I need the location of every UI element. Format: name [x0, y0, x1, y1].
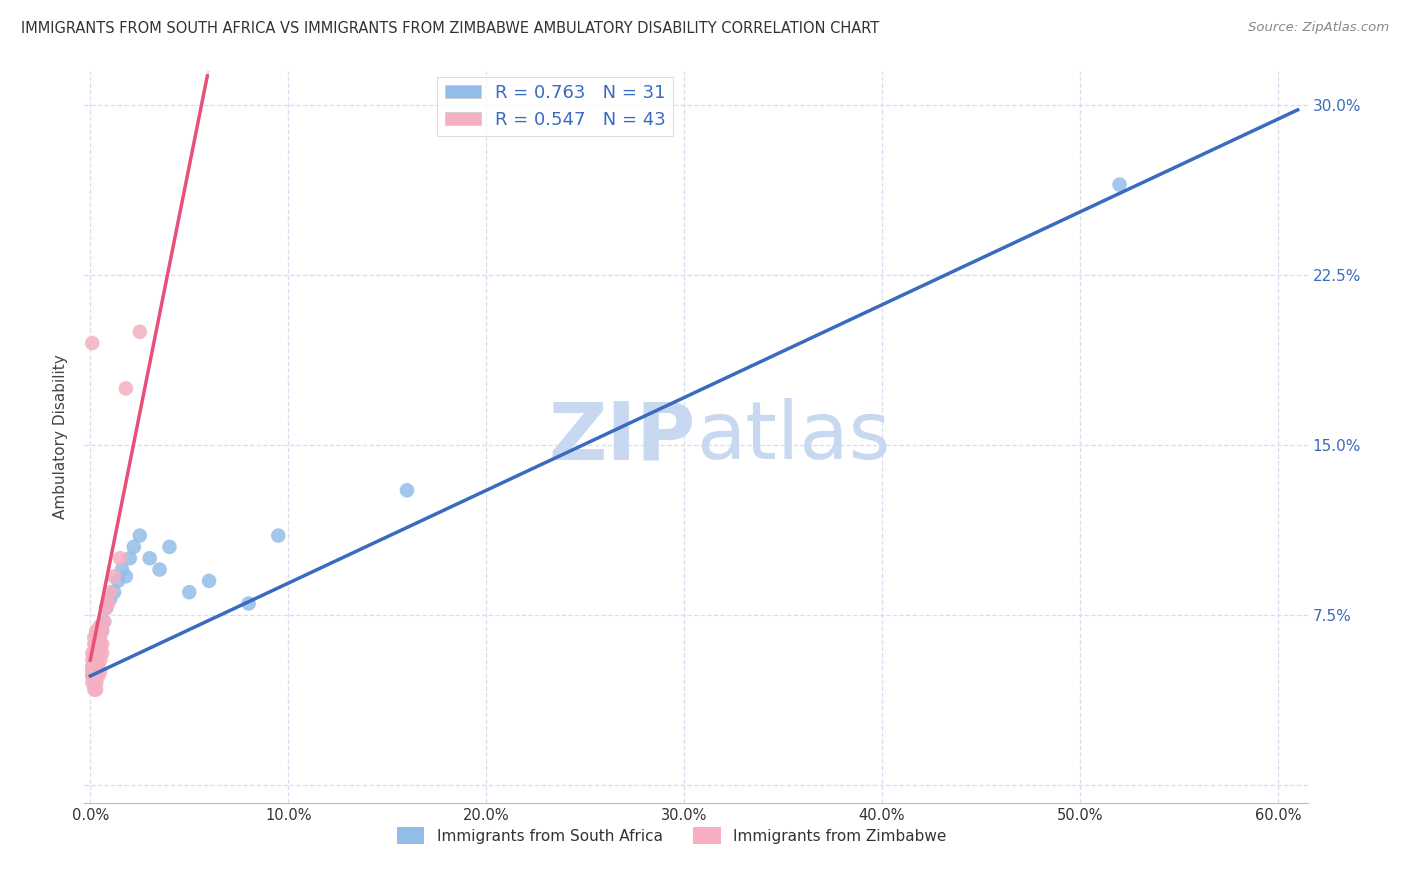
Point	[94, 601, 117, 615]
Point	[84, 641, 107, 656]
Point	[83, 665, 105, 679]
Point	[87, 637, 110, 651]
Point	[98, 592, 121, 607]
Point	[84, 653, 107, 667]
Point	[82, 675, 104, 690]
Point	[91, 624, 114, 638]
Point	[118, 551, 141, 566]
Point	[1108, 178, 1130, 192]
Point	[138, 551, 160, 566]
Point	[108, 551, 131, 566]
Y-axis label: Ambulatory Disability: Ambulatory Disability	[53, 355, 69, 519]
Point	[87, 624, 110, 638]
Point	[89, 619, 111, 633]
Point	[83, 665, 105, 679]
Point	[82, 669, 104, 683]
Point	[94, 601, 117, 615]
Point	[93, 615, 115, 629]
Point	[89, 665, 111, 679]
Point	[395, 483, 418, 498]
Point	[91, 624, 114, 638]
Point	[83, 646, 105, 660]
Point	[128, 528, 150, 542]
Text: ZIP: ZIP	[548, 398, 696, 476]
Point	[82, 653, 104, 667]
Point	[82, 660, 104, 674]
Point	[87, 669, 110, 683]
Point	[267, 528, 290, 542]
Point	[89, 641, 111, 656]
Point	[89, 653, 111, 667]
Point	[115, 569, 138, 583]
Point	[103, 569, 125, 583]
Point	[87, 660, 110, 674]
Point	[84, 646, 107, 660]
Point	[84, 665, 107, 679]
Text: atlas: atlas	[696, 398, 890, 476]
Point	[107, 574, 129, 588]
Point	[128, 325, 150, 339]
Legend: Immigrants from South Africa, Immigrants from Zimbabwe: Immigrants from South Africa, Immigrants…	[391, 822, 952, 850]
Point	[97, 597, 120, 611]
Text: Source: ZipAtlas.com: Source: ZipAtlas.com	[1249, 21, 1389, 35]
Point	[83, 669, 105, 683]
Point	[83, 646, 105, 660]
Point	[87, 641, 110, 656]
Point	[83, 653, 105, 667]
Point	[82, 669, 104, 683]
Point	[93, 615, 115, 629]
Point	[159, 540, 181, 554]
Point	[122, 540, 145, 554]
Point	[198, 574, 221, 588]
Point	[84, 653, 107, 667]
Point	[83, 631, 105, 645]
Point	[103, 585, 125, 599]
Point	[87, 624, 110, 638]
Point	[238, 597, 260, 611]
Point	[84, 682, 107, 697]
Point	[148, 563, 170, 577]
Point	[91, 646, 114, 660]
Point	[84, 675, 107, 690]
Point	[87, 646, 110, 660]
Point	[82, 646, 104, 660]
Point	[84, 624, 107, 638]
Point	[111, 563, 134, 577]
Point	[91, 637, 114, 651]
Point	[89, 637, 111, 651]
Point	[82, 660, 104, 674]
Point	[179, 585, 201, 599]
Point	[83, 682, 105, 697]
Point	[89, 631, 111, 645]
Point	[82, 336, 104, 351]
Point	[115, 381, 138, 395]
Point	[84, 631, 107, 645]
Point	[98, 585, 121, 599]
Text: IMMIGRANTS FROM SOUTH AFRICA VS IMMIGRANTS FROM ZIMBABWE AMBULATORY DISABILITY C: IMMIGRANTS FROM SOUTH AFRICA VS IMMIGRAN…	[21, 21, 879, 37]
Point	[84, 631, 107, 645]
Point	[83, 637, 105, 651]
Point	[82, 665, 104, 679]
Point	[89, 619, 111, 633]
Point	[84, 637, 107, 651]
